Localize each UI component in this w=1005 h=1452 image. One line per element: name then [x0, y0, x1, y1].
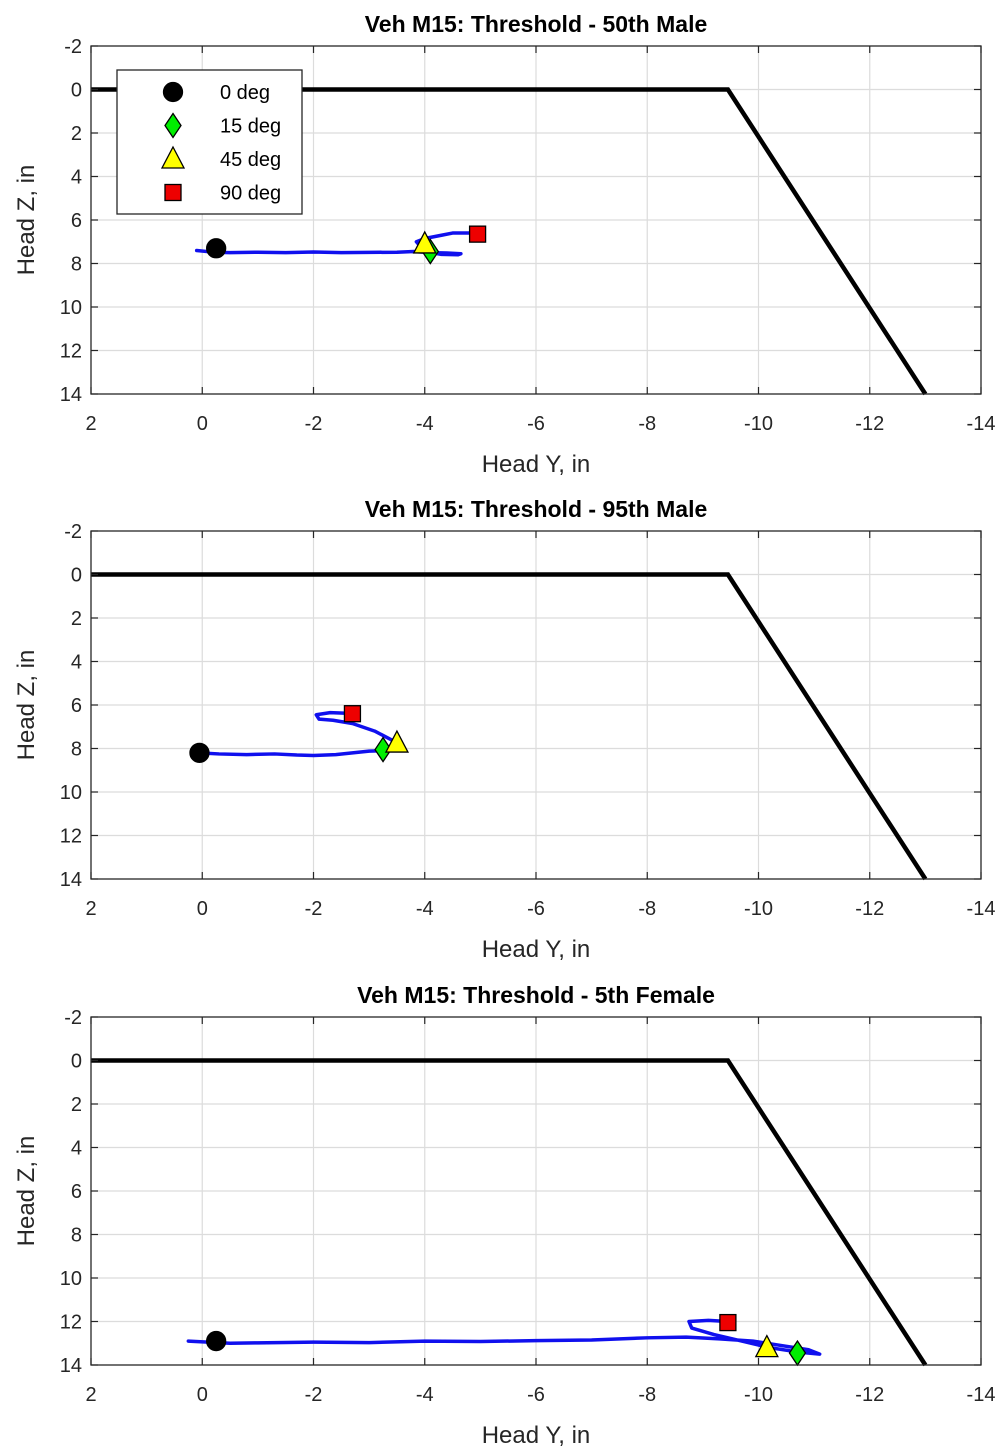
y-tick-label: 14	[60, 1355, 82, 1377]
boundary-line	[91, 572, 928, 881]
boundary-line	[91, 1058, 928, 1367]
marker-45-deg	[754, 1334, 779, 1358]
y-tick-label: 14	[60, 869, 82, 891]
legend-label: 90 deg	[220, 183, 281, 205]
y-tick-label: 2	[71, 123, 82, 145]
y-tick-label: 12	[60, 1312, 82, 1334]
y-tick-label: 8	[71, 1225, 82, 1247]
x-tick-label: -14	[967, 1384, 996, 1406]
legend-label: 45 deg	[220, 149, 281, 171]
chart-title: Veh M15: Threshold - 95th Male	[365, 496, 708, 522]
x-tick-label: -6	[527, 898, 545, 920]
x-tick-label: -8	[638, 898, 656, 920]
x-tick-label: 2	[85, 898, 96, 920]
grid-lines	[91, 1017, 981, 1365]
x-tick-label: -6	[527, 1384, 545, 1406]
x-tick-label: -8	[638, 1384, 656, 1406]
legend-marker-0-deg	[162, 81, 184, 103]
x-tick-label: -4	[416, 898, 434, 920]
y-tick-label: 6	[71, 1181, 82, 1203]
head-trajectory-line	[186, 1318, 822, 1356]
y-tick-label: 0	[71, 565, 82, 587]
x-tick-label: -14	[967, 413, 996, 435]
y-tick-label: 4	[71, 167, 82, 189]
y-axis-label: Head Z, in	[13, 650, 40, 761]
y-axis-label: Head Z, in	[13, 165, 40, 276]
legend: 0 deg 15 deg 45 deg 90 deg	[116, 69, 303, 215]
chart-title: Veh M15: Threshold - 50th Male	[365, 11, 708, 37]
y-tick-label: 14	[60, 384, 82, 406]
legend-label: 15 deg	[220, 116, 281, 138]
y-tick-label: 10	[60, 782, 82, 804]
x-tick-label: -12	[855, 1384, 884, 1406]
marker-90-deg	[719, 1313, 737, 1332]
x-tick-label: 0	[197, 898, 208, 920]
x-tick-label: -14	[967, 898, 996, 920]
y-tick-label: 2	[71, 1094, 82, 1116]
grid-lines	[91, 531, 981, 879]
chart-panel-1: 2 0 -2 -4 -6 -8 -10 -12 -14 -2 0 2 4 6 8 10 12 14 Veh M15:…	[13, 11, 995, 478]
legend-marker-45-deg	[160, 145, 186, 169]
x-tick-label: -2	[305, 898, 323, 920]
legend-marker-15-deg	[164, 112, 182, 139]
marker-0-deg	[189, 742, 210, 763]
y-axis-label: Head Z, in	[13, 1136, 40, 1247]
x-tick-label: -8	[638, 413, 656, 435]
x-tick-label: 0	[197, 413, 208, 435]
y-tick-label: -2	[64, 36, 82, 58]
x-axis-label: Head Y, in	[482, 936, 591, 963]
y-tick-label: 4	[71, 652, 82, 674]
y-tick-label: 2	[71, 608, 82, 630]
x-tick-label: -10	[744, 1384, 773, 1406]
y-tick-label: 6	[71, 695, 82, 717]
marker-90-deg	[468, 225, 487, 243]
marker-0-deg	[206, 1330, 227, 1352]
legend-label: 0 deg	[220, 82, 270, 104]
x-tick-label: -2	[305, 413, 323, 435]
chart-title: Veh M15: Threshold - 5th Female	[357, 982, 715, 1008]
chart-panel-3: 2 0 -2 -4 -6 -8 -10 -12 -14 -2 0 2 4 6 8 10 12 14 Veh M15:…	[13, 982, 995, 1449]
y-tick-label: -2	[64, 521, 82, 543]
marker-0-deg	[206, 238, 227, 259]
y-tick-label: 12	[60, 826, 82, 848]
x-tick-label: -2	[305, 1384, 323, 1406]
x-tick-label: 2	[85, 1384, 96, 1406]
x-tick-label: 0	[197, 1384, 208, 1406]
x-axis-label: Head Y, in	[482, 451, 591, 478]
marker-15-deg	[374, 736, 392, 763]
marker-45-deg	[412, 230, 437, 254]
x-axis-label: Head Y, in	[482, 1422, 591, 1449]
y-tick-label: 8	[71, 254, 82, 276]
head-trajectory-line	[194, 231, 480, 257]
x-tick-label: 2	[85, 413, 96, 435]
y-tick-label: 4	[71, 1138, 82, 1160]
chart-panel-2: 2 0 -2 -4 -6 -8 -10 -12 -14 -2 0 2 4 6 8 10 12 14 Veh M15:…	[13, 496, 995, 963]
y-tick-label: 8	[71, 739, 82, 761]
x-tick-label: -12	[855, 413, 884, 435]
y-tick-label: -2	[64, 1007, 82, 1029]
y-tick-label: 6	[71, 210, 82, 232]
y-tick-label: 0	[71, 80, 82, 102]
marker-45-deg	[384, 729, 410, 753]
y-tick-label: 10	[60, 1268, 82, 1290]
y-tick-label: 12	[60, 341, 82, 363]
x-tick-label: -10	[744, 413, 773, 435]
x-tick-label: -4	[416, 413, 434, 435]
marker-90-deg	[343, 705, 362, 723]
x-tick-label: -6	[527, 413, 545, 435]
y-tick-label: 10	[60, 297, 82, 319]
x-tick-label: -4	[416, 1384, 434, 1406]
x-tick-label: -12	[855, 898, 884, 920]
y-tick-label: 0	[71, 1051, 82, 1073]
legend-marker-90-deg	[164, 183, 182, 202]
legend-box	[116, 69, 303, 215]
x-tick-label: -10	[744, 898, 773, 920]
boundary-line	[91, 87, 928, 396]
